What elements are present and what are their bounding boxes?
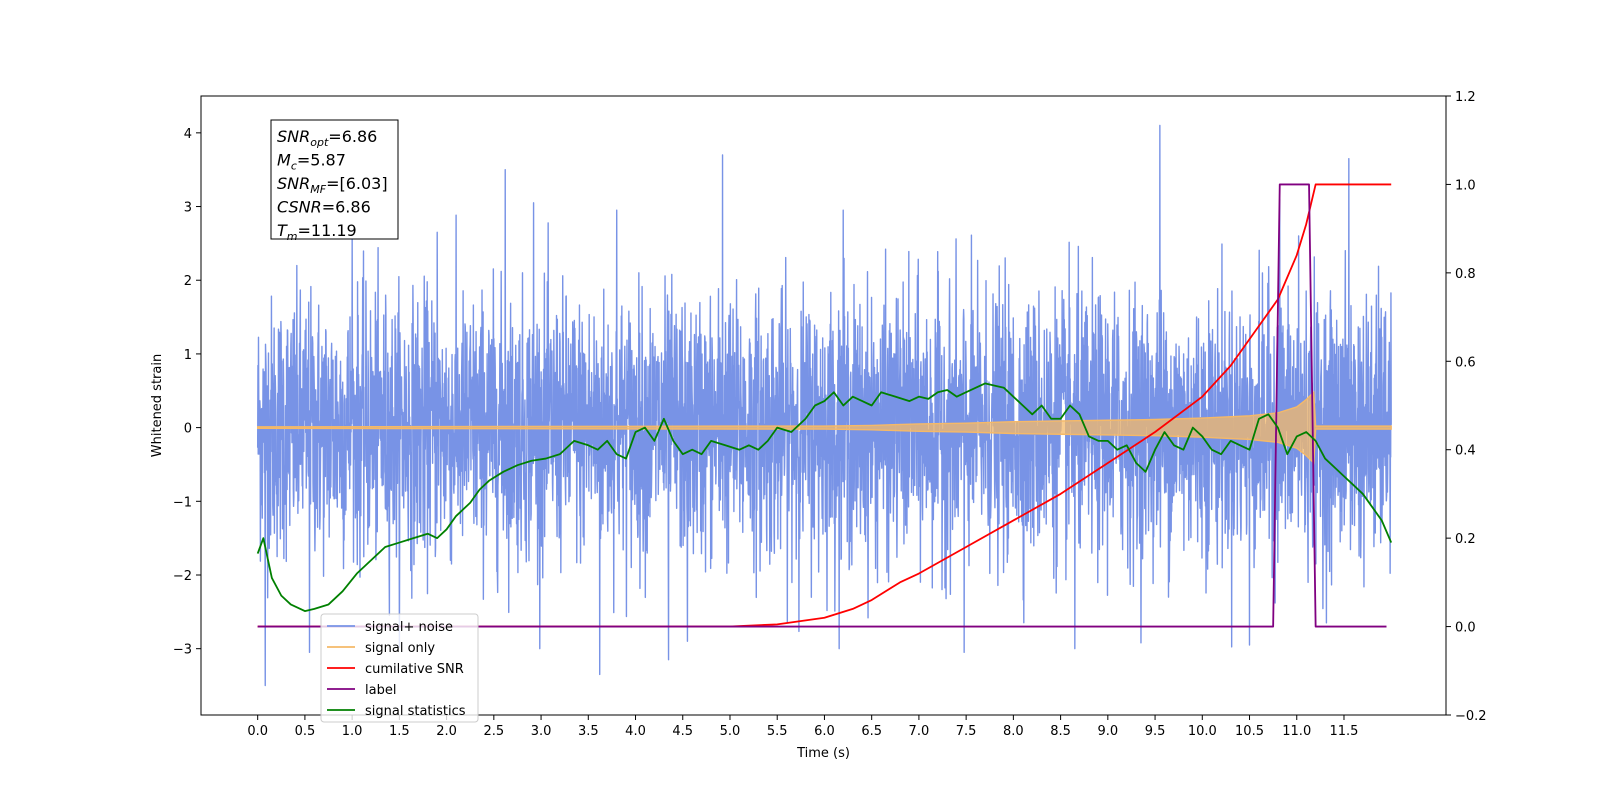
x-tick-label: 5.5 — [767, 724, 788, 739]
y2-tick-label: 0.0 — [1455, 621, 1476, 636]
annotation-frame — [270, 119, 399, 240]
series-signal-statistics-line — [256, 382, 1393, 612]
y2-tick-label: 0.8 — [1455, 267, 1476, 282]
annotation-name: SNR — [277, 174, 310, 193]
x-tick-label: 1.5 — [389, 724, 410, 739]
x-tick-label: 0.5 — [295, 724, 316, 739]
series-signal-only-band — [256, 390, 1392, 465]
annotation-line: SNRMF=[6.03] — [277, 174, 388, 196]
plot-frame — [200, 95, 1447, 716]
annotation-subscript: MF — [310, 183, 326, 196]
annotation-value: =5.87 — [297, 151, 346, 170]
x-tick-label: 5.0 — [720, 724, 741, 739]
x-tick-label: 2.5 — [483, 724, 504, 739]
legend-label: cumilative SNR — [365, 662, 464, 677]
x-tick-label: 8.5 — [1050, 724, 1071, 739]
stats-annotation-box: SNRopt=6.86Mc=5.87SNRMF=[6.03]CSNR=6.86T… — [270, 119, 399, 243]
series-label-line — [257, 183, 1387, 628]
y-tick-label: 3 — [184, 201, 192, 216]
y2-tick-label: 1.2 — [1455, 90, 1476, 105]
series-cumulative-snr-line — [257, 183, 1392, 628]
y-tick-label: −2 — [173, 569, 192, 584]
x-tick-label: 4.0 — [625, 724, 646, 739]
annotation-line: Tm=11.19 — [277, 221, 357, 243]
legend: signal+ noise signal only cumilative SNR la… — [320, 613, 479, 723]
annotation-name: T — [277, 221, 288, 240]
y-tick-label: 0 — [184, 422, 192, 437]
plot-data-layer — [256, 124, 1393, 687]
y-tick-label: −3 — [173, 643, 192, 658]
y2-tick-label: 0.2 — [1455, 532, 1476, 547]
x-tick-label: 3.5 — [578, 724, 599, 739]
annotation-name: SNR — [277, 127, 310, 146]
annotation-subscript: c — [291, 160, 297, 173]
x-tick-label: 9.0 — [1097, 724, 1118, 739]
x-tick-label: 11.5 — [1330, 724, 1359, 739]
y2-tick-label: 1.0 — [1455, 178, 1476, 193]
annotation-subscript: m — [287, 230, 298, 243]
x-tick-label: 1.0 — [342, 724, 363, 739]
annotation-subscript: opt — [310, 136, 329, 149]
annotation-value: =6.86 — [322, 198, 371, 217]
y-tick-label: −1 — [173, 495, 192, 510]
y-axis-label: Whitened strain — [150, 354, 165, 457]
y-tick-label: 1 — [184, 348, 192, 363]
y2-tick-label: −0.2 — [1455, 709, 1487, 724]
legend-label: label — [365, 683, 396, 698]
y2-tick-label: 0.6 — [1455, 355, 1476, 370]
legend-label: signal statistics — [365, 704, 466, 719]
x-tick-label: 2.0 — [436, 724, 457, 739]
x-tick-label: 7.5 — [956, 724, 977, 739]
y2-tick-label: 0.4 — [1455, 444, 1476, 459]
annotation-line: CSNR=6.86 — [277, 198, 371, 217]
annotation-value: =11.19 — [298, 221, 357, 240]
y-tick-label: 4 — [184, 127, 192, 142]
legend-frame — [320, 613, 479, 723]
annotation-line: SNRopt=6.86 — [277, 127, 377, 149]
x-tick-label: 8.0 — [1003, 724, 1024, 739]
legend-label: signal only — [365, 641, 435, 656]
annotation-line: Mc=5.87 — [277, 151, 346, 173]
x-tick-label: 10.5 — [1235, 724, 1264, 739]
x-tick-label: 10.0 — [1188, 724, 1217, 739]
series-signal-noise-line — [256, 124, 1392, 687]
y-tick-label: 2 — [184, 274, 192, 289]
annotation-name: M — [277, 151, 291, 170]
annotation-value: =6.86 — [328, 127, 377, 146]
x-tick-label: 6.0 — [814, 724, 835, 739]
x-tick-label: 0.0 — [247, 724, 268, 739]
x-tick-label: 4.5 — [672, 724, 693, 739]
axes-layer: 0.0 0.5 1.0 1.5 2.0 2.5 3.0 3.5 4.0 4.5 5.0 5.5 6.0 6… — [150, 90, 1487, 761]
x-tick-label: 3.0 — [531, 724, 552, 739]
x-tick-label: 9.5 — [1145, 724, 1166, 739]
x-axis-label: Time (s) — [796, 746, 850, 761]
x-tick-label: 6.5 — [861, 724, 882, 739]
annotation-name: CSNR — [277, 198, 322, 217]
x-tick-label: 7.0 — [909, 724, 930, 739]
x-tick-label: 11.0 — [1282, 724, 1311, 739]
annotation-value: =[6.03] — [326, 174, 388, 193]
legend-label: signal+ noise — [365, 620, 453, 635]
